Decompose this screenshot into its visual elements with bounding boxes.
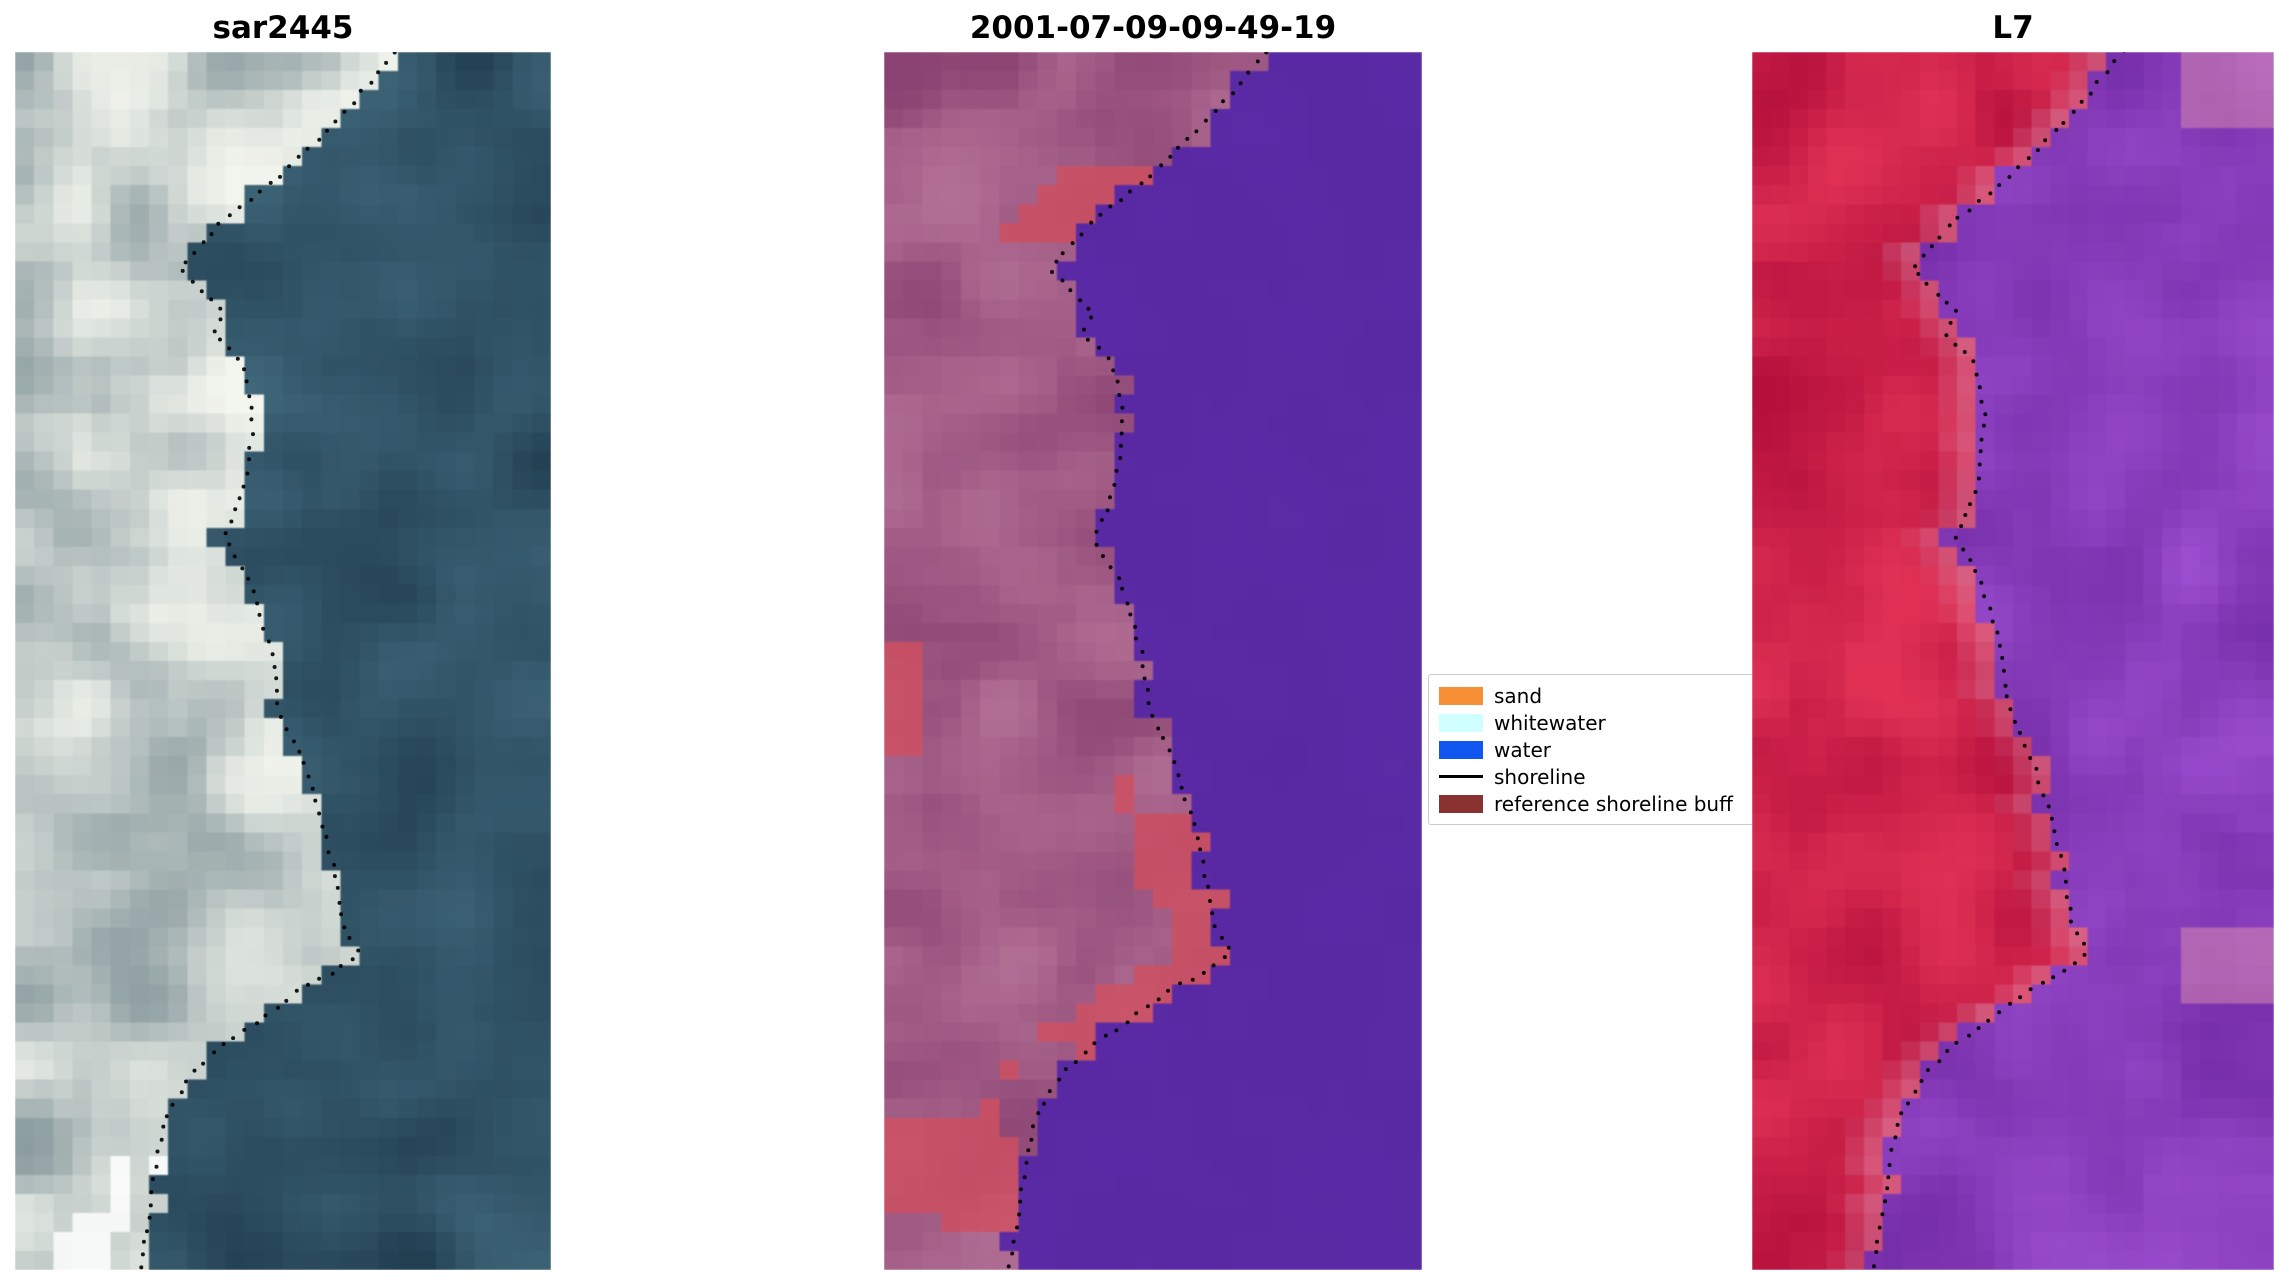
legend-label: whitewater [1494, 710, 1606, 735]
legend-item-sand: sand [1439, 682, 1751, 709]
legend-item-reference: reference shoreline buff [1439, 790, 1751, 817]
legend: sand whitewater water shoreline reference sh… [1428, 674, 1762, 825]
panel-title-date: 2001-07-09-09-49-19 [969, 10, 1337, 46]
panel-title-sar2445: sar2445 [212, 10, 354, 46]
panel-title-l7: L7 [1992, 10, 2034, 46]
satellite-image-sar2445 [15, 52, 551, 1270]
panel-classified-2001-07-09 [884, 52, 1422, 1270]
shoreline-dots-sar2445 [139, 52, 397, 1270]
legend-label: sand [1494, 683, 1543, 708]
panel-l7 [1752, 52, 2274, 1270]
legend-color-swatch [1439, 740, 1483, 759]
legend-label: reference shoreline buff [1494, 791, 1733, 816]
legend-color-swatch [1439, 794, 1483, 813]
satellite-image-l7 [1752, 52, 2274, 1270]
legend-item-whitewater: whitewater [1439, 709, 1751, 736]
legend-color-swatch [1439, 713, 1483, 732]
shoreline-dots-2001-07-09 [1006, 52, 1269, 1269]
shoreline-dots-l7 [1872, 52, 2126, 1269]
legend-label: shoreline [1494, 764, 1586, 789]
legend-item-shoreline: shoreline [1439, 763, 1751, 790]
legend-label: water [1494, 737, 1551, 762]
legend-item-water: water [1439, 736, 1751, 763]
panel-sar2445 [15, 52, 551, 1270]
legend-color-swatch [1439, 686, 1483, 705]
satellite-image-2001-07-09 [884, 52, 1422, 1270]
shoreline-line-swatch [1439, 775, 1483, 778]
